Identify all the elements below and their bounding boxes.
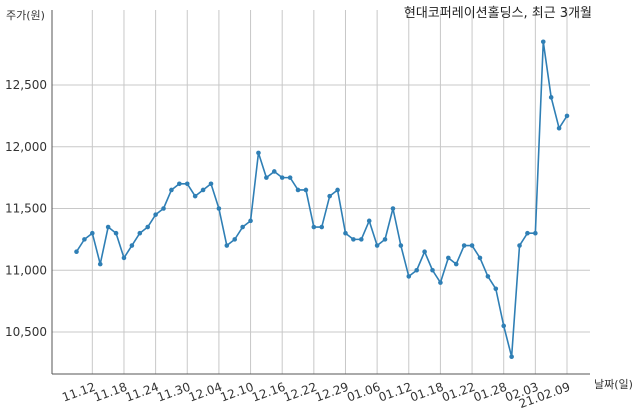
data-point [422,249,427,255]
data-point [224,243,230,248]
data-point [540,39,546,45]
data-point [279,175,285,180]
data-point [477,255,483,261]
data-point [446,255,451,261]
data-point [184,181,190,187]
data-point [359,237,364,242]
axes [51,10,590,375]
data-point [374,243,380,248]
y-tick-label: 11,000 [5,263,47,277]
data-point [390,206,396,211]
data-point [113,230,119,236]
data-point [256,150,261,156]
data-point [271,169,277,174]
chart-title: 현대코퍼레이션홀딩스, 최근 3개월 [404,6,592,21]
data-point [406,274,412,279]
data-point [295,187,301,193]
data-point [90,230,95,236]
data-point [398,243,404,248]
data-point [311,224,317,230]
y-tick-label: 12,500 [5,78,47,92]
x-tick-labels: 11.1211.1811.2411.3012.0412.1012.1612.22… [60,380,572,411]
data-point [200,187,206,193]
y-tick-label: 11,500 [5,202,47,216]
data-point [177,181,182,187]
data-point [525,230,530,236]
y-axis-title: 주가(원) [6,9,45,22]
data-point [153,212,158,217]
data-point [343,230,348,236]
data-point [485,274,491,279]
data-point [192,193,198,199]
data-point [169,187,174,193]
data-point [548,95,554,100]
data-point [208,181,214,187]
data-point [121,255,127,261]
data-point [319,224,325,230]
data-point [137,230,143,236]
data-point [105,224,111,230]
data-point [327,193,332,199]
data-point [303,187,309,193]
data-point [414,267,419,273]
data-point [351,237,356,242]
data-point [564,113,570,119]
data-point [461,243,467,248]
data-point [335,187,340,193]
data-point [366,218,372,224]
data-point [556,125,562,131]
data-point [248,218,253,224]
data-point [161,206,166,211]
data-point [264,175,269,180]
data-point [501,323,507,329]
data-point [493,286,499,292]
data-point [382,237,388,242]
y-tick-label: 10,500 [5,325,47,339]
data-point [438,280,443,285]
data-point [517,243,522,248]
data-point [232,237,238,242]
data-point [145,224,151,230]
data-point [74,249,79,255]
data-point [469,243,475,248]
data-point [129,243,135,248]
y-tick-labels: 10,500 11,000 11,500 12,000 12,500 [5,78,47,339]
data-point [216,206,222,211]
data-point [287,175,293,180]
x-axis-title: 날짜(일) [594,377,633,391]
series-line [75,40,568,358]
data-point [97,261,103,267]
data-point [509,354,514,360]
data-point [240,224,245,230]
y-tick-label: 12,000 [5,140,47,154]
data-point [430,267,435,273]
data-point [82,237,87,242]
grid-lines [52,10,590,374]
data-point [533,230,538,236]
data-point [453,261,459,267]
price-series [74,39,570,360]
